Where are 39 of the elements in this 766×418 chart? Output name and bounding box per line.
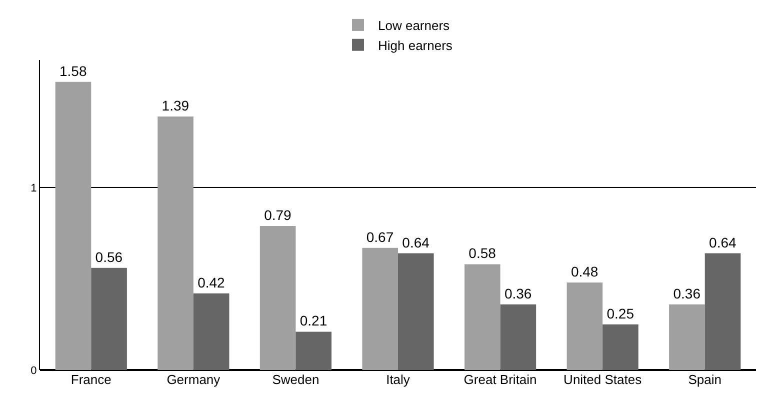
data-label: 0.64 xyxy=(402,234,430,250)
x-tick-label: Sweden xyxy=(272,372,320,387)
bar xyxy=(193,293,230,370)
bar xyxy=(260,226,296,370)
data-label: 0.67 xyxy=(366,228,394,245)
bar xyxy=(704,253,741,370)
bar xyxy=(398,253,434,370)
bar xyxy=(669,304,705,370)
legend-label: Low earners xyxy=(378,18,450,34)
bar xyxy=(500,304,536,370)
bar xyxy=(362,248,398,370)
data-label: 0.64 xyxy=(709,234,736,250)
bar xyxy=(464,264,500,370)
data-label: 0.25 xyxy=(606,305,634,322)
data-label: 0.21 xyxy=(300,312,328,329)
bar xyxy=(55,82,92,370)
data-label: 0.36 xyxy=(673,285,701,302)
x-tick-label: Great Britain xyxy=(464,372,537,387)
bar xyxy=(158,116,194,370)
data-label: 1.39 xyxy=(162,98,190,114)
x-tick-label: Italy xyxy=(386,372,410,387)
x-tick-label: Spain xyxy=(688,372,722,387)
x-tick-label: Germany xyxy=(166,372,221,387)
data-label: 0.48 xyxy=(570,263,598,280)
bar xyxy=(91,268,127,370)
data-label: 0.56 xyxy=(95,248,123,265)
x-tick-label: France xyxy=(70,372,112,387)
x-tick-label: United States xyxy=(564,372,642,387)
data-label: 0.36 xyxy=(504,285,532,302)
y-tick-label: 1 xyxy=(30,182,37,194)
data-label: 0.79 xyxy=(264,206,292,223)
data-label: 0.58 xyxy=(468,245,496,262)
data-label: 1.58 xyxy=(60,62,87,79)
data-label: 0.42 xyxy=(198,274,226,290)
bar xyxy=(296,332,332,370)
legend-label: High earners xyxy=(378,38,453,53)
bar xyxy=(602,324,638,370)
bar xyxy=(566,282,603,370)
y-tick-label: 0 xyxy=(30,364,37,377)
